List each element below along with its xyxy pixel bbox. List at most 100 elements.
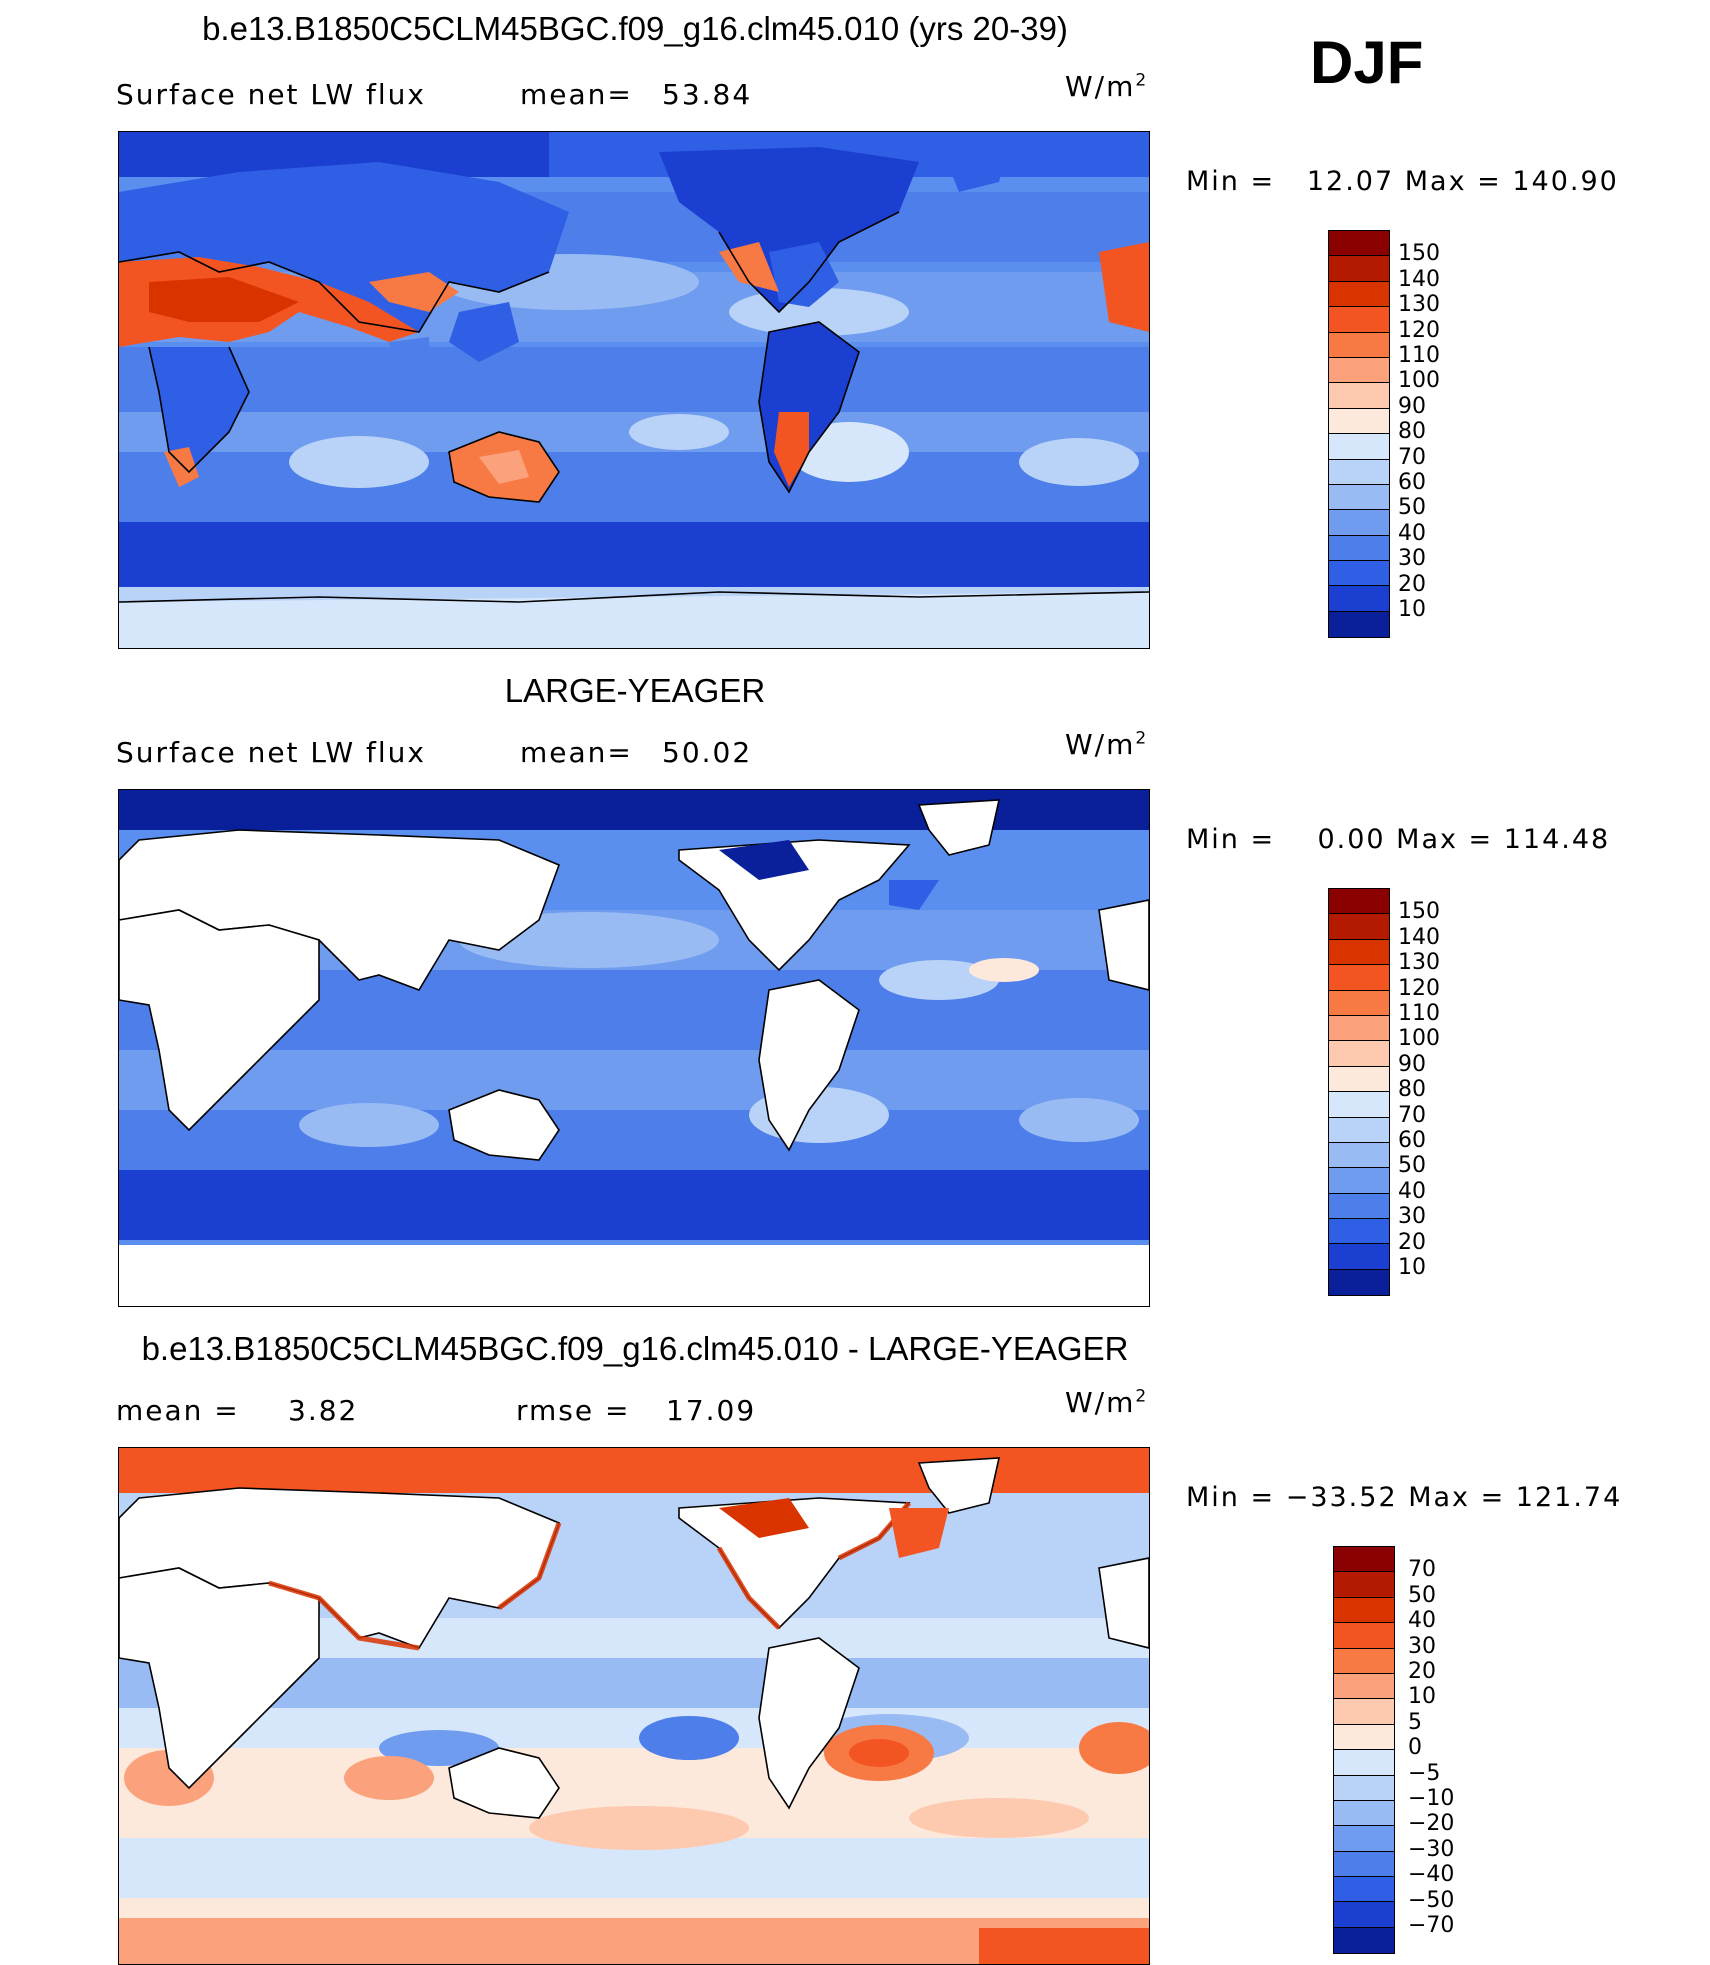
- colorbar-tick-label: −70: [1408, 1913, 1455, 1938]
- colorbar-swatch: [1329, 510, 1389, 536]
- colorbar-swatch: [1329, 1244, 1389, 1270]
- panel2-units: W/m2: [1065, 728, 1149, 761]
- colorbar-swatch: [1329, 459, 1389, 485]
- panel3-mean-value: 3.82: [288, 1394, 359, 1427]
- colorbar-swatch: [1329, 1269, 1389, 1296]
- colorbar-tick-label: −5: [1408, 1760, 1441, 1786]
- colorbar-tick-label: 130: [1398, 950, 1440, 976]
- panel3-colorbar: [1333, 1546, 1395, 1955]
- colorbar-tick-label: 90: [1398, 1051, 1426, 1077]
- colorbar-swatch: [1334, 1648, 1394, 1674]
- colorbar-tick-label: 80: [1398, 419, 1426, 445]
- colorbar-swatch: [1329, 611, 1389, 638]
- colorbar-swatch: [1329, 484, 1389, 511]
- colorbar-swatch: [1329, 307, 1389, 333]
- colorbar-tick-label: 50: [1408, 1582, 1436, 1608]
- colorbar-swatch: [1334, 1826, 1394, 1852]
- panel2-mean-label: mean=: [520, 736, 633, 769]
- colorbar-tick-label: 30: [1398, 1204, 1426, 1230]
- colorbar-swatch: [1329, 939, 1389, 966]
- colorbar-tick-label: 60: [1398, 470, 1426, 495]
- colorbar-tick-label: 70: [1398, 1102, 1426, 1128]
- colorbar-tick-label: 40: [1408, 1608, 1436, 1634]
- colorbar-tick-label: 20: [1398, 571, 1426, 597]
- colorbar-swatch: [1334, 1597, 1394, 1624]
- panel1-mean-value: 53.84: [662, 78, 753, 111]
- colorbar-swatch: [1329, 1168, 1389, 1194]
- panel3-rmse-value: 17.09: [666, 1394, 757, 1427]
- colorbar-swatch: [1329, 1066, 1389, 1093]
- colorbar-tick-label: 40: [1398, 520, 1426, 546]
- colorbar-tick-label: 70: [1398, 444, 1426, 470]
- panel3-units: W/m2: [1065, 1386, 1149, 1419]
- colorbar-tick-label: 110: [1398, 1001, 1440, 1026]
- colorbar-swatch: [1334, 1877, 1394, 1903]
- colorbar-tick-label: 10: [1398, 597, 1426, 622]
- panel2-title: LARGE-YEAGER: [504, 672, 766, 709]
- colorbar-swatch: [1334, 1724, 1394, 1751]
- colorbar-swatch: [1329, 1142, 1389, 1169]
- panel1-mean-label: mean=: [520, 78, 633, 111]
- colorbar-swatch: [1329, 231, 1389, 257]
- colorbar-swatch: [1334, 1851, 1394, 1878]
- colorbar-tick-label: −50: [1408, 1887, 1455, 1913]
- colorbar-tick-label: 130: [1398, 292, 1440, 318]
- colorbar-swatch: [1334, 1775, 1394, 1801]
- colorbar-swatch: [1329, 256, 1389, 282]
- colorbar-tick-label: 70: [1408, 1557, 1436, 1583]
- season-label: DJF: [1310, 29, 1424, 96]
- colorbar-swatch: [1329, 965, 1389, 991]
- panel3-minmax: Min = −33.52 Max = 121.74: [1186, 1482, 1623, 1513]
- colorbar-swatch: [1329, 1041, 1389, 1067]
- colorbar-tick-label: 20: [1398, 1229, 1426, 1255]
- colorbar-tick-label: 100: [1398, 1026, 1440, 1052]
- colorbar-swatch: [1334, 1699, 1394, 1725]
- panel1-minmax: Min = 12.07 Max = 140.90: [1186, 166, 1619, 197]
- colorbar-swatch: [1329, 1117, 1389, 1143]
- colorbar-tick-label: 120: [1398, 975, 1440, 1001]
- colorbar-swatch: [1329, 357, 1389, 384]
- colorbar-swatch: [1329, 1092, 1389, 1118]
- colorbar-swatch: [1329, 332, 1389, 358]
- panel1-colorbar: [1328, 230, 1390, 639]
- colorbar-tick-label: 110: [1398, 343, 1440, 368]
- colorbar-tick-label: 100: [1398, 368, 1440, 394]
- panel1-map: [118, 131, 1150, 649]
- colorbar-swatch: [1329, 408, 1389, 435]
- colorbar-tick-label: −20: [1408, 1811, 1455, 1837]
- colorbar-tick-label: 150: [1398, 899, 1440, 925]
- colorbar-swatch: [1334, 1547, 1394, 1573]
- colorbar-tick-label: 150: [1398, 241, 1440, 267]
- colorbar-swatch: [1329, 990, 1389, 1016]
- colorbar-swatch: [1329, 1219, 1389, 1245]
- colorbar-swatch: [1329, 561, 1389, 587]
- colorbar-tick-label: 140: [1398, 266, 1440, 292]
- colorbar-tick-label: 80: [1398, 1077, 1426, 1103]
- panel1-title: b.e13.B1850C5CLM45BGC.f09_g16.clm45.010 …: [202, 10, 1068, 47]
- colorbar-swatch: [1334, 1800, 1394, 1827]
- colorbar-swatch: [1329, 1193, 1389, 1220]
- colorbar-tick-label: −10: [1408, 1786, 1455, 1811]
- colorbar-tick-label: 50: [1398, 495, 1426, 521]
- colorbar-tick-label: 90: [1398, 393, 1426, 419]
- panel2-minmax: Min = 0.00 Max = 114.48: [1186, 824, 1611, 855]
- colorbar-swatch: [1329, 434, 1389, 460]
- colorbar-tick-label: −40: [1408, 1862, 1455, 1888]
- colorbar-tick-label: 60: [1398, 1128, 1426, 1153]
- colorbar-swatch: [1329, 586, 1389, 612]
- panel1-units: W/m2: [1065, 70, 1149, 103]
- colorbar-tick-label: 5: [1408, 1709, 1422, 1735]
- panel3-rmse-label: rmse =: [516, 1394, 631, 1427]
- colorbar-tick-label: 0: [1408, 1735, 1422, 1761]
- colorbar-tick-label: 30: [1398, 546, 1426, 572]
- panel2-map: [118, 789, 1150, 1307]
- colorbar-swatch: [1334, 1927, 1394, 1954]
- colorbar-swatch: [1334, 1750, 1394, 1776]
- colorbar-swatch: [1329, 281, 1389, 308]
- colorbar-tick-label: 10: [1408, 1684, 1436, 1710]
- colorbar-tick-label: 40: [1398, 1178, 1426, 1204]
- colorbar-swatch: [1329, 889, 1389, 915]
- colorbar-swatch: [1329, 914, 1389, 940]
- colorbar-swatch: [1329, 1015, 1389, 1042]
- panel3-mean-label: mean =: [116, 1394, 240, 1427]
